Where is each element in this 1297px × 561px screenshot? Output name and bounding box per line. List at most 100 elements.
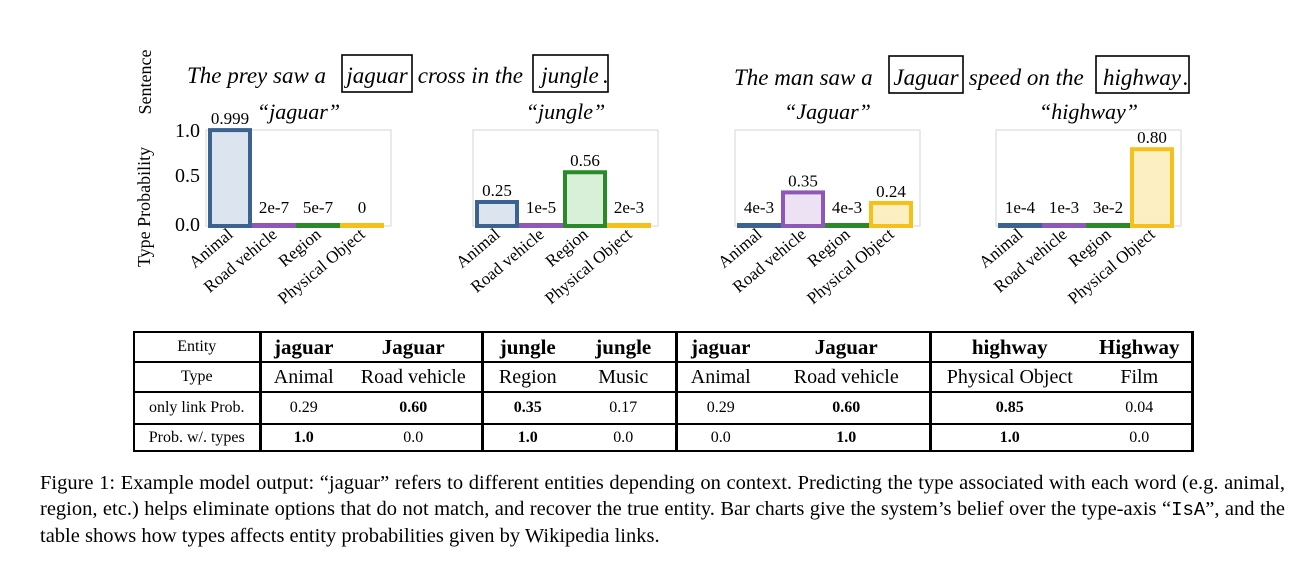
table-cell: Music xyxy=(572,361,678,393)
value-label: 0 xyxy=(358,198,367,217)
bar-animal xyxy=(998,223,1042,228)
table-cell: Road vehicle xyxy=(346,361,484,393)
sentence-2: The man saw a Jaguar speed on the highwa… xyxy=(734,55,1190,94)
value-label: 3e-2 xyxy=(1093,198,1123,217)
table-cell: 1.0 xyxy=(260,423,346,452)
caption-text-after: ”, and the table shows how types affects… xyxy=(40,498,1286,547)
table-cell: 0.0 xyxy=(676,423,764,452)
value-label: 0.24 xyxy=(876,182,906,201)
row-label: Prob. w/. types xyxy=(133,423,262,452)
caption-code: IsA xyxy=(1171,499,1206,521)
type-probability-axis-label: Type Probability xyxy=(134,147,154,267)
value-label: 1e-5 xyxy=(526,198,556,217)
value-label: 2e-3 xyxy=(614,198,644,217)
table-cell: 0.17 xyxy=(572,391,678,425)
bar-region xyxy=(296,223,340,228)
sentence-2-part-0: The man saw a xyxy=(734,65,878,90)
chart-title: “Jaguar” xyxy=(784,99,871,124)
entity-probability-table: Entity jaguar Jaguar jungle jungle jaguar Jagu… xyxy=(133,331,1194,452)
bar-road-vehicle xyxy=(781,190,825,228)
target-word-box-jungle xyxy=(532,54,609,93)
bar-animal xyxy=(208,128,252,228)
chart-title: “jungle” xyxy=(526,99,605,124)
bar-region xyxy=(825,223,869,228)
sentence-1-part-4: . xyxy=(603,63,609,88)
bar-road-vehicle xyxy=(1042,223,1086,228)
bar-physical-object xyxy=(607,223,651,228)
table-cell: 0.29 xyxy=(676,391,764,425)
row-label: Entity xyxy=(133,331,262,363)
table-cell: 1.0 xyxy=(482,423,572,452)
target-word-box-highway xyxy=(1095,55,1190,94)
bar-physical-object xyxy=(1130,147,1174,228)
bar-road-vehicle xyxy=(252,223,296,228)
table-cell: 0.0 xyxy=(572,423,678,452)
y-tick-0.0: 0.0 xyxy=(175,214,200,236)
sentence-1-part-0: The prey saw a xyxy=(187,63,332,88)
table-cell: highway xyxy=(930,331,1088,363)
value-label: 1e-4 xyxy=(1005,198,1036,217)
table-cell: Physical Object xyxy=(930,361,1088,393)
figure-panel: Sentence Type Probability The prey saw a… xyxy=(134,50,1190,308)
caption-text-before: Figure 1: Example model output: “jaguar”… xyxy=(40,472,1285,520)
sentence-axis-label: Sentence xyxy=(135,50,155,115)
table-cell: Film xyxy=(1088,361,1194,393)
value-label: 0.56 xyxy=(570,151,600,170)
row-label: Type xyxy=(133,361,262,393)
chart-title: “jaguar” xyxy=(257,99,340,124)
value-label: 0.35 xyxy=(788,171,818,190)
table-cell: 0.35 xyxy=(482,391,572,425)
bar-animal xyxy=(475,200,519,228)
bar-physical-object xyxy=(869,200,913,229)
sentence-2-part-1: Jaguar xyxy=(893,65,959,90)
table-cell: Highway xyxy=(1088,331,1194,363)
table-cell: 0.0 xyxy=(1088,423,1194,452)
target-word-box-jaguar xyxy=(341,54,413,93)
sentence-2-part-3: highway xyxy=(1103,65,1182,90)
bar-region xyxy=(563,170,607,229)
figure-caption: Figure 1: Example model output: “jaguar”… xyxy=(40,470,1285,549)
table-cell: 0.29 xyxy=(260,391,346,425)
y-tick-1.0: 1.0 xyxy=(175,120,200,142)
sentence-1-part-3: jungle xyxy=(538,63,599,88)
value-label: 2e-7 xyxy=(259,198,290,217)
table-cell: 1.0 xyxy=(764,423,932,452)
table-cell: Jaguar xyxy=(764,331,932,363)
y-tick-0.5: 0.5 xyxy=(175,165,200,187)
table-cell: jungle xyxy=(482,331,572,363)
bar-region xyxy=(1086,223,1130,228)
value-label: 4e-3 xyxy=(744,198,774,217)
sentence-1-part-1: jaguar xyxy=(343,63,408,88)
sentence-2-part-4: . xyxy=(1183,65,1189,90)
bar-physical-object xyxy=(340,223,384,228)
chart-title: “highway” xyxy=(1039,99,1138,124)
sentence-1-part-2: cross in the xyxy=(412,63,529,88)
table-cell: Animal xyxy=(260,361,346,393)
table-cell: Road vehicle xyxy=(764,361,932,393)
table-cell: 0.0 xyxy=(346,423,484,452)
table-cell: 0.60 xyxy=(764,391,932,425)
table-cell: 0.04 xyxy=(1088,391,1194,425)
table-row: Type Animal Road vehicle Region Music Animal R… xyxy=(133,361,1194,393)
table-row: Prob. w/. types 1.0 0.0 1.0 0.0 0.0 1.0 1.0 0.0 xyxy=(133,423,1194,452)
table-cell: jungle xyxy=(572,331,678,363)
bar-road-vehicle xyxy=(519,223,563,228)
sentence-1: The prey saw a jaguar cross in the jungl… xyxy=(187,54,609,93)
table-cell: Jaguar xyxy=(346,331,484,363)
row-label: only link Prob. xyxy=(133,391,262,425)
value-label: 1e-3 xyxy=(1049,198,1079,217)
table-cell: jaguar xyxy=(676,331,764,363)
value-label: 0.25 xyxy=(482,181,512,200)
table-cell: jaguar xyxy=(260,331,346,363)
target-word-box-Jaguar xyxy=(888,55,964,94)
table-cell: Animal xyxy=(676,361,764,393)
table-cell: 0.85 xyxy=(930,391,1088,425)
table-cell: 1.0 xyxy=(930,423,1088,452)
value-label: 0.999 xyxy=(211,109,249,128)
value-label: 5e-7 xyxy=(303,198,334,217)
